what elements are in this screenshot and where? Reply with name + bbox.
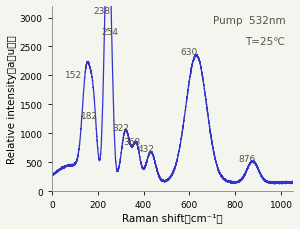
Text: Pump  532nm: Pump 532nm: [213, 16, 285, 26]
Text: 254: 254: [101, 28, 118, 37]
Text: 182: 182: [81, 112, 98, 121]
X-axis label: Raman shift（cm⁻¹）: Raman shift（cm⁻¹）: [122, 212, 223, 222]
Text: T=25℃: T=25℃: [245, 36, 285, 46]
Text: 432: 432: [138, 145, 155, 154]
Text: 322: 322: [112, 123, 129, 132]
Text: 630: 630: [180, 48, 198, 57]
Text: 876: 876: [238, 154, 255, 163]
Text: 238: 238: [93, 7, 110, 16]
Text: 152: 152: [65, 70, 82, 79]
Y-axis label: Relative intensity（a．u．）: Relative intensity（a．u．）: [7, 35, 17, 163]
Text: 368: 368: [123, 137, 140, 146]
